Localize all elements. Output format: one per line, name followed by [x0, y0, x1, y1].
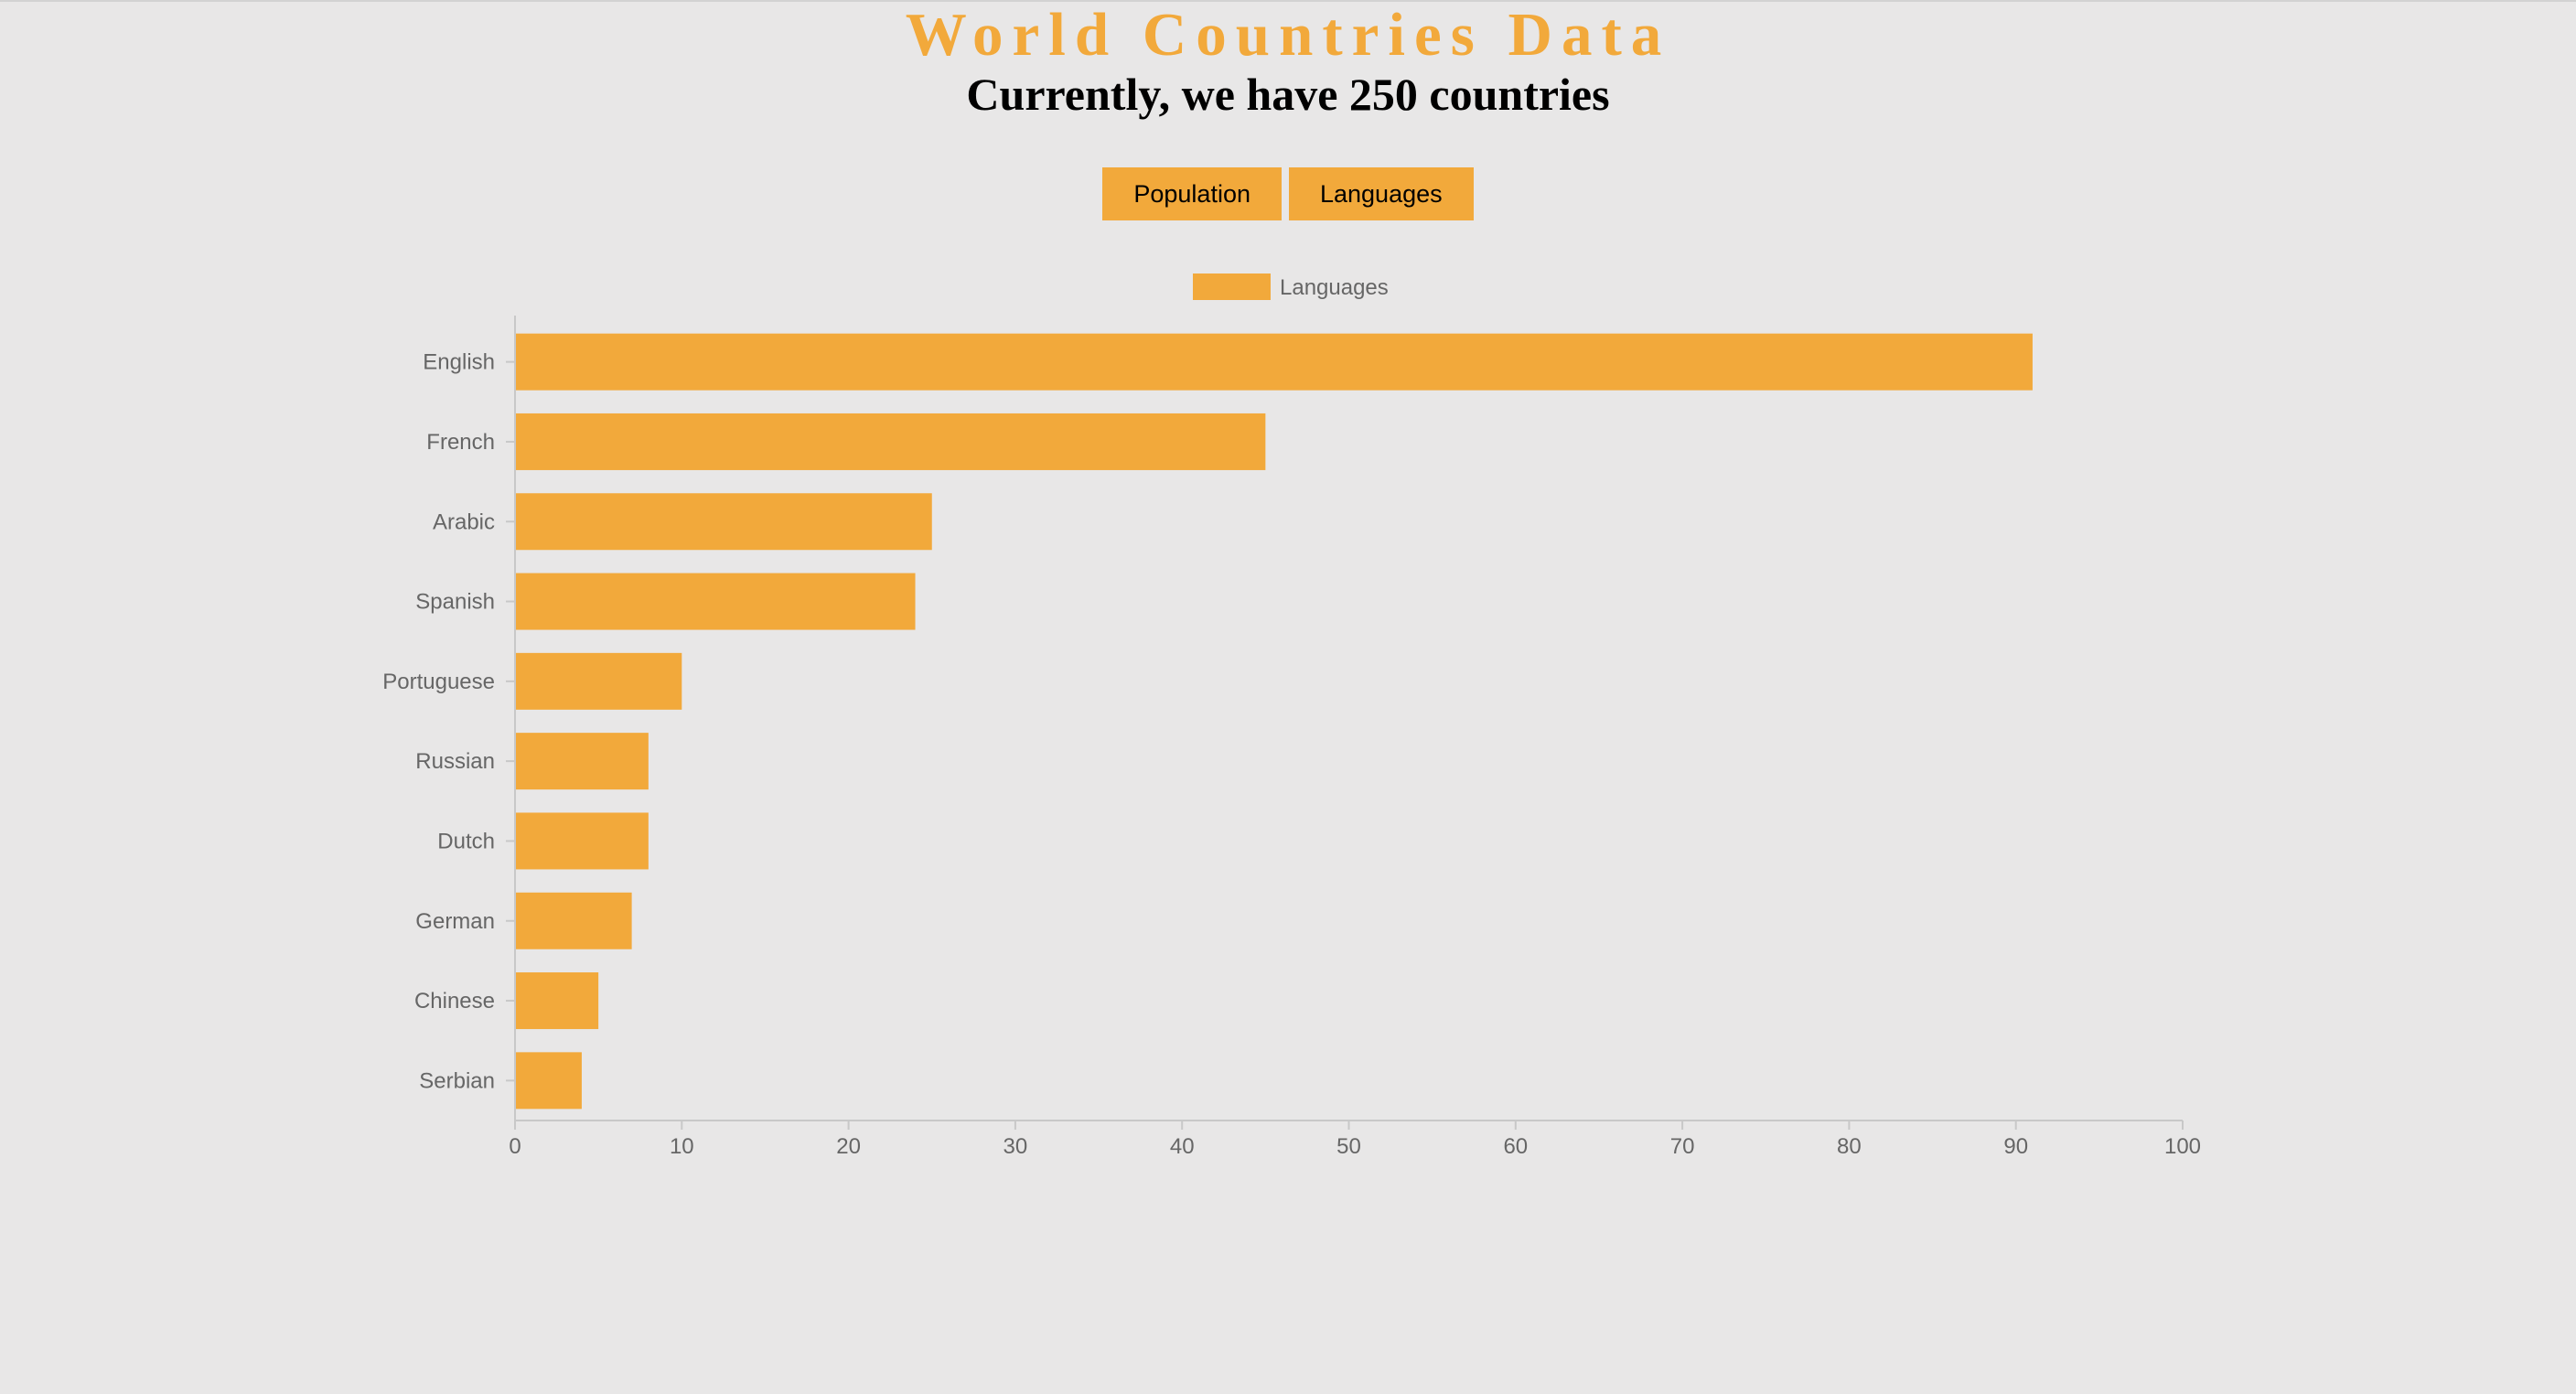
legend-swatch: [1193, 273, 1271, 300]
population-button[interactable]: Population: [1102, 167, 1282, 220]
y-tick-label: Chinese: [414, 989, 495, 1013]
legend-label: Languages: [1280, 275, 1389, 300]
y-tick-label: French: [426, 430, 495, 455]
page-title: World Countries Data: [905, 1, 1671, 69]
x-tick-label: 20: [836, 1134, 861, 1159]
y-tick-label: Serbian: [419, 1068, 495, 1093]
x-tick-label: 90: [2003, 1134, 2028, 1159]
bar-german: [516, 892, 632, 949]
y-tick-label: Portuguese: [382, 670, 495, 694]
top-border: [0, 0, 2576, 2]
bar-dutch: [516, 812, 649, 870]
x-tick-label: 80: [1837, 1134, 1862, 1159]
y-tick-label: German: [415, 909, 495, 934]
bar-arabic: [516, 493, 932, 551]
x-tick-label: 100: [2164, 1134, 2201, 1159]
x-tick-label: 10: [670, 1134, 694, 1159]
page-subtitle: Currently, we have 250 countries: [966, 69, 1610, 120]
y-tick-label: Dutch: [437, 829, 495, 853]
bar-french: [516, 413, 1266, 470]
bar-spanish: [516, 573, 916, 630]
x-tick-label: 70: [1670, 1134, 1695, 1159]
bar-portuguese: [516, 652, 682, 710]
bar-english: [516, 333, 2033, 391]
x-tick-label: 40: [1170, 1134, 1195, 1159]
y-tick-label: Arabic: [433, 509, 495, 534]
x-tick-label: 50: [1336, 1134, 1361, 1159]
y-tick-label: English: [423, 350, 495, 375]
x-tick-label: 30: [1004, 1134, 1028, 1159]
bar-chinese: [516, 972, 599, 1030]
x-tick-label: 0: [509, 1134, 521, 1159]
y-tick-label: Russian: [415, 749, 495, 774]
bar-russian: [516, 733, 649, 790]
bar-serbian: [516, 1052, 582, 1110]
x-tick-label: 60: [1503, 1134, 1528, 1159]
y-tick-label: Spanish: [415, 590, 495, 615]
languages-button[interactable]: Languages: [1288, 167, 1474, 220]
chart-toggle-buttons: Population Languages: [0, 167, 2576, 220]
